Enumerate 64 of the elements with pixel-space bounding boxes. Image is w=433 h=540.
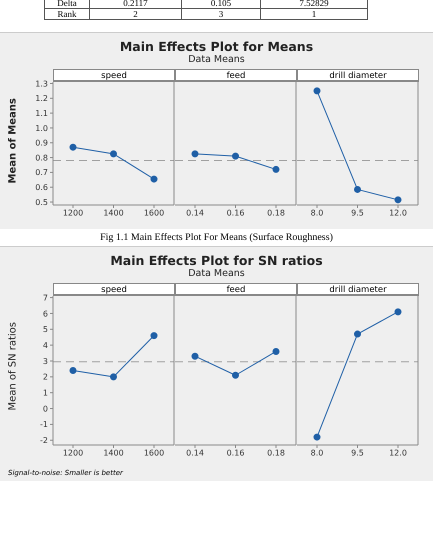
text: 0.2117 [90,0,182,8]
x-tick-label: 1200 [62,208,84,218]
x-axis-title: drill diameter [297,283,419,296]
x-tick-label: 0.18 [267,208,285,218]
text: 0.105 [181,0,260,8]
x-tick-label: 1600 [144,448,164,458]
x-tick-label: 1400 [103,448,124,458]
y-tick-label: 0.8 [35,153,48,162]
y-tick-label: 2 [42,372,48,382]
chart-title: Main Effects Plot for SN ratios [109,253,324,268]
x-tick-label: 0.14 [186,448,204,458]
y-tick-label: 7 [42,293,48,302]
y-tick-label: 0.6 [35,183,48,192]
y-tick-label: 1.2 [35,94,48,104]
x-tick-label: 9.5 [351,208,364,218]
x-axis-title: drill diameter [297,69,419,82]
x-axis-title: speed [53,283,175,296]
point [150,176,158,183]
y-tick-label: 1 [42,388,48,398]
point [70,367,76,374]
x-tick-label: 0.18 [267,448,285,458]
point [70,144,76,151]
y-tick-label: 0.5 [35,198,48,207]
x-tick-label: 1600 [144,208,164,218]
text: 7.52829 [260,0,368,8]
caption: Fig 1.1 Main Effects Plot For Means (Surface Roughness) [99,231,334,245]
text: 2 [90,8,182,20]
chart-subtitle: Data Means [187,268,246,279]
point [150,332,158,340]
y-tick-label: -2 [40,436,48,446]
text: Rank [44,8,90,20]
y-axis-title: Mean of Means [8,98,19,184]
text: Delta [44,0,90,8]
x-tick-label: 1200 [62,448,84,458]
x-tick-label: 0.16 [226,448,244,458]
x-tick-label: 12.0 [389,448,407,458]
chart-title: Main Effects Plot for Means [118,39,314,54]
text: 3 [181,8,260,20]
chart-subtitle: Data Means [187,54,246,65]
x-tick-label: 12.0 [389,208,407,218]
y-tick-label: 3 [42,356,48,366]
point [110,150,117,158]
y-tick-label: 1.1 [35,108,48,118]
point [110,373,117,380]
x-tick-label: 8.0 [310,448,324,458]
x-tick-label: 1400 [103,208,124,218]
y-tick-label: -1 [40,420,48,430]
x-axis-title: speed [53,69,175,82]
y-tick-label: 1.0 [35,124,48,133]
text: 1 [260,8,368,20]
x-tick-label: 0.14 [186,208,204,218]
x-axis-title: feed [175,69,297,82]
x-axis-title: feed [175,283,297,296]
y-tick-label: 5 [42,325,48,334]
y-tick-label: 0.9 [35,138,48,148]
y-tick-label: 1.3 [35,79,48,88]
y-tick-label: 6 [42,309,48,318]
y-tick-label: 4 [42,340,48,350]
y-axis-title: Mean of SN ratios [8,322,19,410]
y-tick-label: 0.7 [35,168,48,178]
x-tick-label: 8.0 [310,208,324,218]
y-tick-label: 0 [42,404,48,414]
x-tick-label: 9.5 [351,448,364,458]
x-tick-label: 0.16 [226,208,244,218]
